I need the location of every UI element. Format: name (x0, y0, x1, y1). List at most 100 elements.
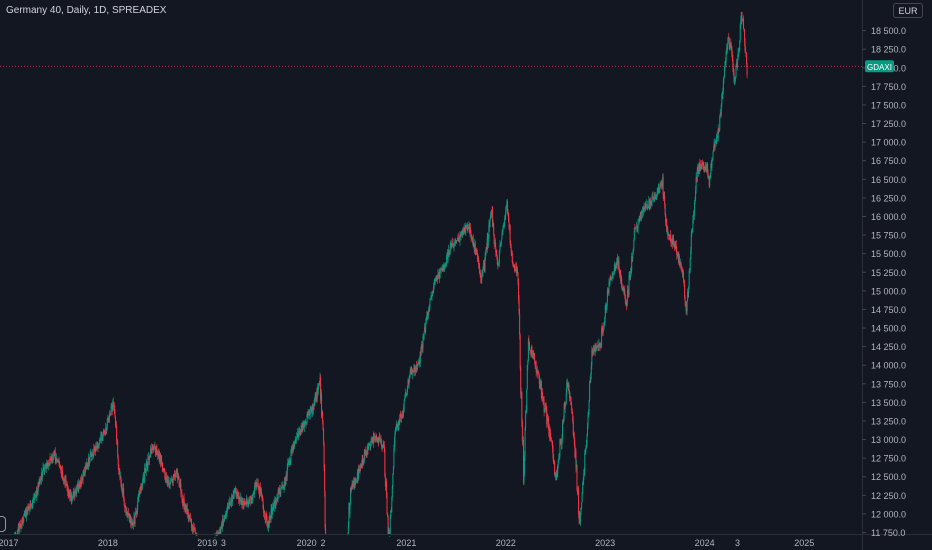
candle-body (108, 414, 110, 419)
candle-body (532, 350, 534, 357)
candle-body (692, 215, 694, 221)
candle-body (488, 224, 490, 238)
candle-body (692, 220, 694, 229)
candle-body (600, 344, 602, 346)
currency-button[interactable]: EUR (893, 3, 923, 18)
candle-body (447, 255, 449, 259)
candle-body (425, 323, 427, 332)
candle-body (624, 294, 626, 304)
candle-body (716, 135, 718, 137)
candle-body (278, 491, 280, 495)
candle-body (46, 462, 48, 465)
candle-body (75, 491, 77, 494)
candle-body (354, 483, 356, 485)
candle-body (307, 414, 309, 418)
candle-body (115, 424, 117, 426)
candle-body (554, 473, 556, 475)
candle-body (264, 518, 266, 520)
candle-body (420, 352, 422, 353)
candle-body (590, 364, 592, 375)
candle-body (46, 462, 48, 469)
candle-body (55, 458, 57, 460)
candle-body (714, 143, 716, 148)
candle-body (743, 28, 745, 30)
candle-body (455, 240, 457, 242)
candle-body (582, 482, 584, 493)
candle-body (639, 218, 641, 220)
candle-body (587, 415, 589, 426)
candle-body (676, 250, 678, 255)
candle-body (314, 398, 316, 406)
candle-body (406, 391, 408, 394)
candle-body (415, 365, 417, 372)
candle-body (128, 512, 130, 515)
candle-body (160, 459, 162, 463)
candle-body (626, 290, 628, 303)
candle-body (30, 504, 32, 507)
candle-body (647, 207, 649, 209)
candle-body (475, 252, 477, 254)
candle-body (408, 379, 410, 385)
candle-body (552, 449, 554, 459)
candle-body (585, 443, 587, 448)
candle-body (538, 372, 540, 376)
candle-body (627, 290, 629, 295)
candle-body (510, 242, 512, 248)
candle-body (120, 482, 122, 489)
candle-body (622, 287, 624, 289)
candle-body (138, 494, 140, 497)
candle-body (673, 243, 675, 245)
candle-body (55, 458, 57, 460)
candle-body (277, 491, 279, 499)
candle-body (189, 517, 191, 521)
candle-body (552, 441, 554, 450)
candle-body (553, 463, 555, 465)
candle-body (437, 273, 439, 278)
candle-body (380, 439, 382, 444)
symbol-label: GDAXI (867, 63, 892, 72)
candle-body (302, 425, 304, 428)
candle-body (482, 270, 484, 274)
candle-body (473, 243, 475, 247)
candle-body (77, 485, 79, 491)
candle-body (576, 465, 578, 490)
drag-handle-icon[interactable] (0, 516, 6, 532)
candle-body (22, 522, 24, 525)
candle-body (669, 234, 671, 242)
candle-body (713, 143, 715, 149)
candle-body (93, 448, 95, 450)
candle-body (165, 476, 167, 479)
candle-body (428, 310, 430, 312)
candle-body (262, 500, 264, 509)
candle-body (654, 193, 656, 199)
candle-body (403, 407, 405, 414)
candle-body (597, 345, 599, 347)
candle-body (680, 262, 682, 268)
candle-body (110, 406, 112, 415)
candle-body (405, 393, 407, 397)
candle-body (168, 480, 170, 482)
candle-body (102, 434, 104, 439)
candle-body (264, 511, 266, 519)
candle-body (297, 435, 299, 439)
candle-body (58, 460, 60, 465)
candle-body (378, 439, 380, 442)
candle-body (385, 481, 387, 487)
candle-body (551, 440, 553, 442)
candle-body (174, 473, 176, 478)
candle-body (232, 493, 234, 499)
candle-body (691, 228, 693, 230)
candle-body (259, 486, 261, 492)
candle-body (567, 384, 569, 387)
candle-body (357, 468, 359, 479)
candle-body (366, 450, 368, 457)
candle-body (460, 234, 462, 237)
candle-body (467, 226, 469, 228)
candle-body (354, 479, 356, 484)
candle-body (130, 520, 132, 524)
candle-body (80, 477, 82, 485)
candle-body (449, 253, 451, 255)
y-tick-label: 15 250.0 (871, 268, 906, 278)
